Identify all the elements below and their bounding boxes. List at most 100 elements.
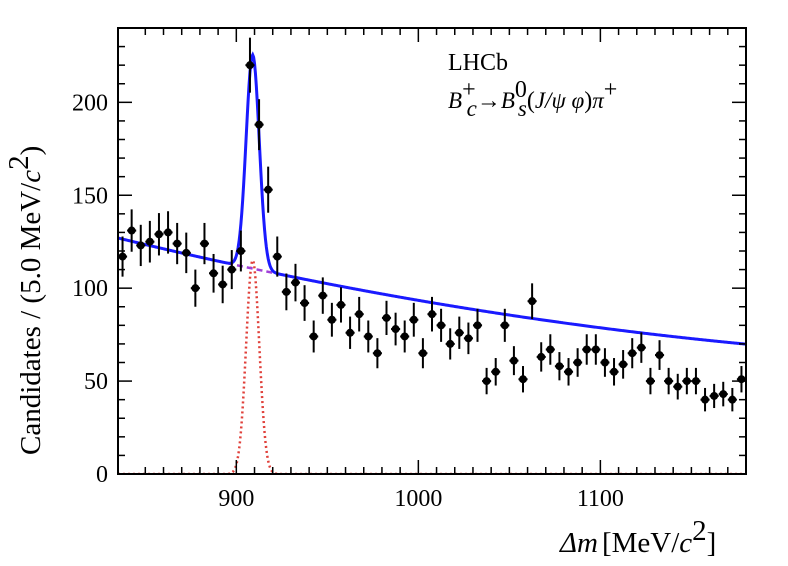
data-point [336, 287, 346, 323]
y-axis-close: ) [15, 146, 47, 156]
data-point-marker [673, 382, 682, 391]
data-point-marker [710, 391, 719, 400]
data-point-marker [747, 383, 755, 391]
decay-main: B [448, 88, 462, 113]
decay-sub1: c [467, 96, 477, 121]
data-point [163, 211, 173, 254]
data-point [281, 273, 291, 311]
data-point [381, 300, 392, 335]
data-point-marker [182, 248, 191, 257]
data-point-marker [346, 328, 355, 337]
data-point [245, 37, 255, 93]
x-tick-label: 1000 [394, 486, 442, 512]
data-point-marker [500, 321, 509, 330]
data-point [682, 367, 692, 395]
experiment-label: LHCb [448, 50, 508, 76]
data-point [272, 236, 282, 277]
data-point [618, 350, 628, 379]
data-point-marker [728, 395, 737, 404]
data-point [482, 367, 492, 395]
data-point-marker [264, 185, 273, 194]
data-point [118, 236, 128, 277]
data-point [254, 99, 264, 151]
data-point-marker [619, 360, 628, 369]
data-point [463, 322, 473, 355]
decay-sub2: s [518, 96, 527, 121]
data-point-marker [191, 284, 200, 293]
data-point [227, 250, 237, 290]
data-point [172, 222, 182, 265]
data-point [500, 308, 510, 342]
y-tick-label: 0 [96, 462, 108, 488]
decay-jpsi: J/ψ φ [535, 88, 585, 113]
plot-frame [117, 27, 747, 475]
data-point-marker [628, 349, 637, 358]
y-axis-exp: 2 [3, 155, 35, 170]
data-point-marker [373, 349, 382, 358]
data-point-marker [209, 269, 218, 278]
data-point-marker [327, 315, 336, 324]
data-point [536, 342, 546, 372]
y-tick-label: 200 [72, 90, 108, 116]
data-point [691, 367, 701, 395]
decay-sup2: 0 [515, 77, 527, 103]
data-point [300, 285, 310, 321]
data-point [709, 383, 719, 409]
data-point [518, 366, 528, 393]
data-point [181, 232, 191, 274]
data-point-marker [400, 332, 409, 341]
data-point [409, 302, 419, 337]
data-point-marker [273, 252, 282, 261]
data-point [472, 308, 483, 342]
y-axis-title: Candidates / (5.0 MeV/c2) [3, 146, 47, 455]
data-point-marker [173, 239, 182, 248]
data-point-marker [200, 239, 209, 248]
x-axis-unit: [MeV/ [602, 527, 680, 559]
data-point-marker [318, 291, 327, 300]
decay-sup1: + [462, 77, 476, 103]
data-point-marker [491, 367, 500, 376]
data-point-marker [637, 343, 646, 352]
data-point [327, 302, 337, 337]
data-point [391, 312, 401, 346]
data-point-marker [564, 367, 573, 376]
decay-b2: B [501, 88, 515, 113]
data-point-marker [519, 375, 528, 384]
data-point-marker [382, 313, 391, 322]
data-point [645, 367, 655, 395]
data-point [127, 209, 137, 252]
data-point-marker [309, 332, 318, 341]
data-point-marker [300, 299, 309, 308]
data-point-marker [664, 377, 673, 386]
data-point-marker [537, 352, 546, 361]
data-point-marker [555, 362, 564, 371]
data-point [554, 352, 564, 381]
x-axis-symbol: Δm [559, 527, 598, 559]
plot-area [118, 37, 755, 474]
data-point-marker [236, 247, 245, 255]
data-point [700, 387, 710, 412]
data-point-marker [245, 61, 254, 70]
decay-pi: π [592, 88, 605, 113]
plot-inner [118, 37, 755, 474]
data-point-marker [473, 321, 482, 330]
data-point [582, 334, 592, 365]
data-point [209, 253, 219, 293]
data-point [445, 328, 455, 360]
data-point-marker [164, 228, 173, 237]
axes: 900 1000 1100 0 50 100 150 200 [72, 27, 747, 512]
data-point-marker [437, 321, 446, 330]
data-point-marker [600, 358, 609, 367]
data-point-marker [482, 377, 491, 386]
data-point-marker [136, 241, 145, 250]
decay-open: ( [527, 88, 535, 114]
data-point-marker [154, 230, 163, 239]
data-point [664, 367, 674, 395]
data-point-marker [573, 358, 582, 367]
data-point [636, 332, 646, 363]
data-point [400, 320, 410, 353]
data-point-marker [118, 252, 127, 261]
data-point-marker [509, 356, 518, 365]
data-point-marker [446, 339, 455, 348]
x-axis-title: Δm [MeV/c2] [559, 515, 716, 559]
